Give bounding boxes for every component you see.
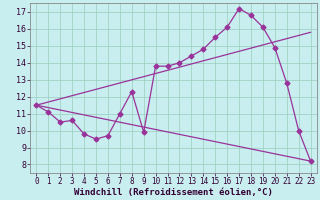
- X-axis label: Windchill (Refroidissement éolien,°C): Windchill (Refroidissement éolien,°C): [74, 188, 273, 197]
